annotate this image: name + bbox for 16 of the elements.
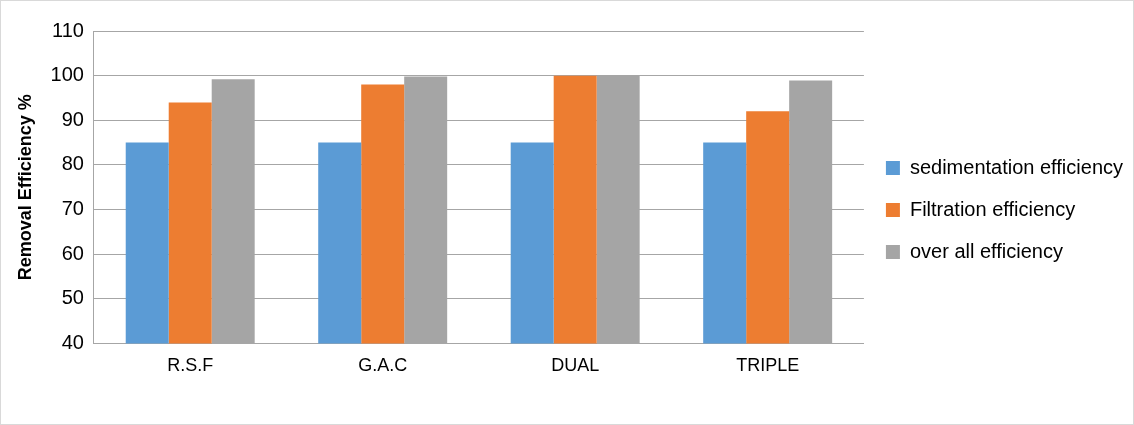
y-axis-title: Removal Efficiency % xyxy=(14,94,35,281)
x-tick-label: G.A.C xyxy=(358,355,408,376)
y-tick-label: 60 xyxy=(61,241,84,264)
y-tick-label: 70 xyxy=(61,197,84,220)
y-tick-label: 90 xyxy=(61,107,84,130)
legend-label: Filtration efficiency xyxy=(909,197,1076,220)
legend-label: sedimentation efficiency xyxy=(909,155,1124,178)
x-tick-label: TRIPLE xyxy=(736,355,800,376)
y-tick-label: 50 xyxy=(61,286,84,309)
y-tick-label: 40 xyxy=(61,330,84,353)
y-tick-label: 110 xyxy=(52,18,84,41)
y-tick-label: 100 xyxy=(50,63,84,86)
x-tick-label: DUAL xyxy=(551,355,600,376)
x-tick-label: R.S.F xyxy=(167,355,214,376)
legend-label: over all efficiency xyxy=(909,239,1063,262)
y-tick-label: 80 xyxy=(61,152,84,175)
